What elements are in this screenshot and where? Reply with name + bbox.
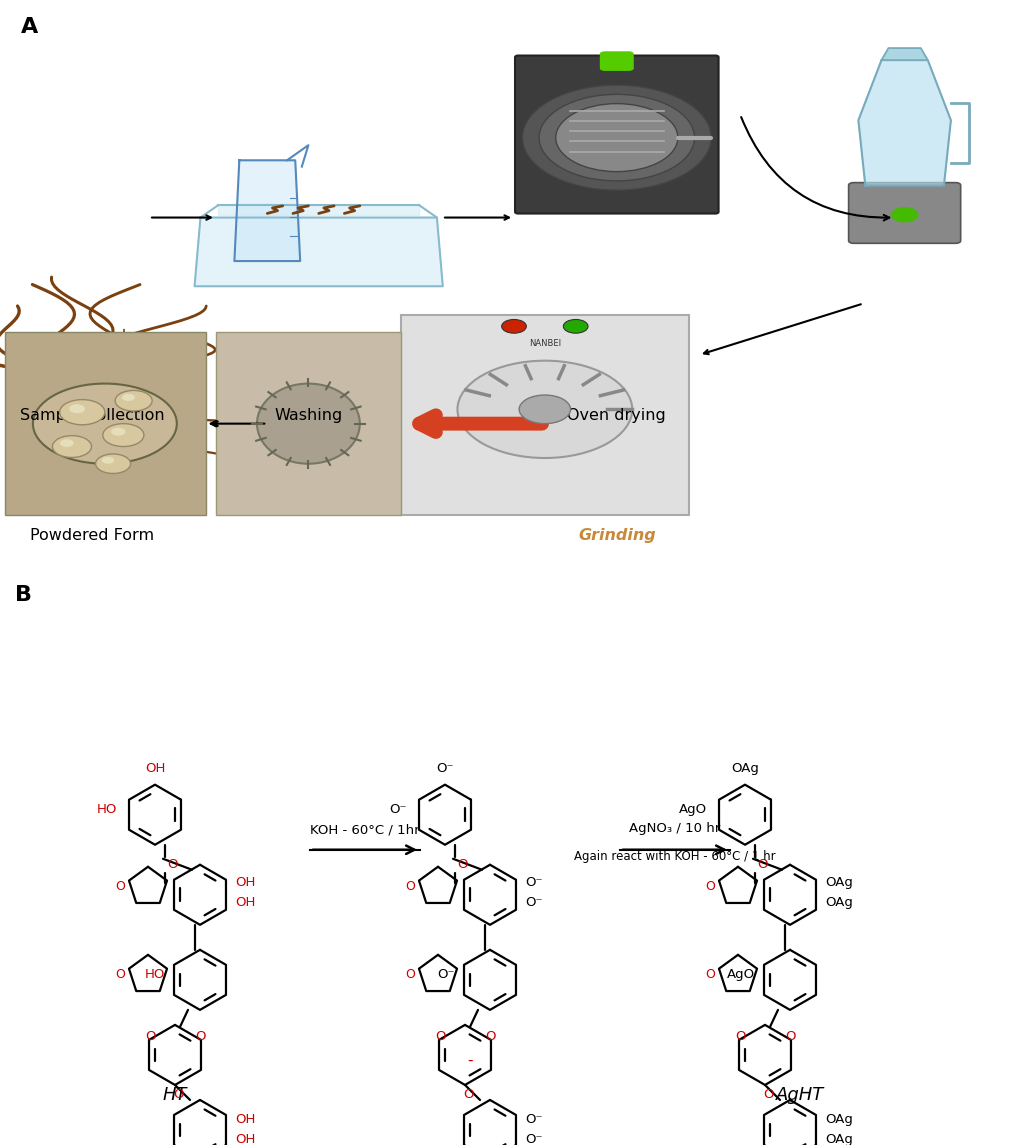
FancyBboxPatch shape	[5, 332, 206, 515]
Text: AgHT: AgHT	[776, 1085, 824, 1104]
Circle shape	[556, 103, 677, 172]
Text: NANBEI: NANBEI	[528, 339, 561, 348]
Circle shape	[890, 207, 919, 222]
Polygon shape	[858, 60, 951, 185]
Text: HO: HO	[145, 969, 166, 981]
Text: O: O	[705, 881, 714, 893]
Text: O: O	[115, 969, 125, 981]
Text: O⁻: O⁻	[390, 803, 407, 816]
Text: OAg: OAg	[825, 876, 853, 890]
Text: O: O	[435, 1030, 445, 1043]
Text: O: O	[784, 1030, 796, 1043]
Text: Again react with KOH - 60°C / 1 hr: Again react with KOH - 60°C / 1 hr	[575, 850, 776, 862]
Text: -: -	[468, 1052, 473, 1067]
Text: O: O	[115, 881, 125, 893]
Text: O: O	[405, 969, 415, 981]
Text: HT: HT	[162, 1085, 187, 1104]
Circle shape	[60, 400, 105, 425]
Text: OH: OH	[235, 876, 255, 890]
Text: Washing: Washing	[274, 408, 342, 423]
Text: HO: HO	[97, 803, 117, 816]
Polygon shape	[234, 160, 300, 261]
Text: O: O	[457, 859, 468, 871]
Text: O: O	[485, 1030, 495, 1043]
Text: AgO: AgO	[727, 969, 755, 981]
Text: O: O	[763, 1089, 773, 1101]
Text: KOH - 60°C / 1hr: KOH - 60°C / 1hr	[310, 823, 419, 837]
Circle shape	[457, 361, 632, 458]
Text: O: O	[735, 1030, 745, 1043]
Text: O: O	[167, 859, 178, 871]
Polygon shape	[218, 205, 419, 215]
Text: O⁻: O⁻	[525, 1134, 543, 1145]
Text: O: O	[705, 969, 714, 981]
Circle shape	[502, 319, 526, 333]
Text: Powdered Form: Powdered Form	[31, 528, 154, 543]
FancyBboxPatch shape	[515, 55, 719, 213]
Circle shape	[103, 424, 144, 447]
Text: O: O	[463, 1089, 473, 1101]
Circle shape	[122, 394, 135, 401]
Text: OAg: OAg	[825, 897, 853, 909]
Polygon shape	[882, 48, 927, 60]
FancyBboxPatch shape	[401, 315, 689, 515]
FancyBboxPatch shape	[599, 52, 634, 71]
Circle shape	[96, 455, 131, 474]
Text: O: O	[173, 1089, 183, 1101]
Circle shape	[563, 319, 588, 333]
Text: A: A	[21, 17, 38, 37]
FancyBboxPatch shape	[849, 182, 961, 244]
Text: O⁻: O⁻	[525, 1113, 543, 1127]
Circle shape	[33, 384, 177, 464]
Text: O: O	[145, 1030, 155, 1043]
Circle shape	[102, 457, 114, 464]
Text: OAg: OAg	[825, 1134, 853, 1145]
Text: OH: OH	[145, 761, 166, 775]
Text: Grinding: Grinding	[578, 528, 656, 543]
Circle shape	[115, 390, 152, 411]
Text: O: O	[757, 859, 768, 871]
Text: OH: OH	[235, 1134, 255, 1145]
Circle shape	[69, 404, 85, 413]
Text: AgO: AgO	[678, 803, 707, 816]
Ellipse shape	[257, 384, 360, 464]
Polygon shape	[194, 218, 443, 286]
Text: O: O	[405, 881, 415, 893]
Text: OAg: OAg	[731, 761, 759, 775]
FancyBboxPatch shape	[216, 332, 401, 515]
Text: O⁻: O⁻	[525, 876, 543, 890]
Circle shape	[519, 395, 571, 424]
Circle shape	[522, 85, 711, 190]
Circle shape	[111, 427, 125, 435]
Text: B: B	[15, 584, 32, 605]
Circle shape	[539, 94, 695, 181]
Text: AgNO₃ / 10 hr: AgNO₃ / 10 hr	[629, 822, 721, 835]
Circle shape	[60, 440, 74, 447]
Text: Oven drying: Oven drying	[567, 408, 666, 423]
Text: O⁻: O⁻	[525, 897, 543, 909]
Text: OH: OH	[235, 1113, 255, 1127]
Circle shape	[52, 435, 91, 457]
Text: O⁻: O⁻	[438, 969, 455, 981]
Text: O⁻: O⁻	[436, 761, 453, 775]
Text: O: O	[194, 1030, 206, 1043]
Text: OAg: OAg	[825, 1113, 853, 1127]
Text: Sample Collection: Sample Collection	[21, 408, 164, 423]
Text: OH: OH	[235, 897, 255, 909]
